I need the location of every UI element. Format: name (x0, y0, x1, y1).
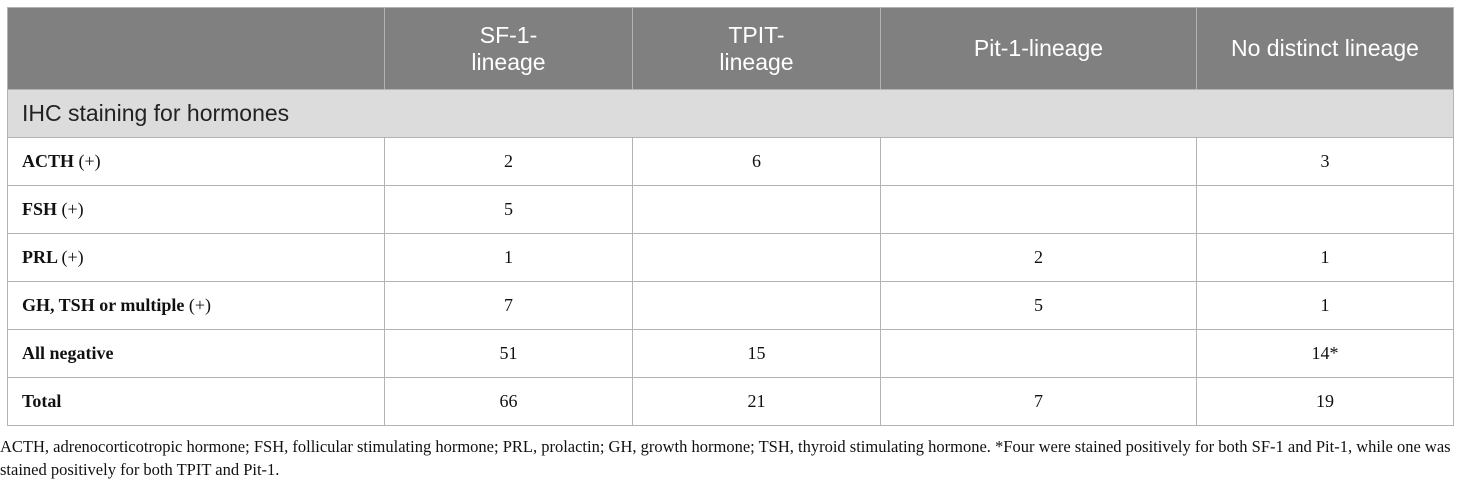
table-row: Total 66 21 7 19 (7, 377, 1454, 426)
table-cell (1196, 185, 1454, 234)
table-cell: 14* (1196, 329, 1454, 378)
header-empty (7, 7, 385, 90)
table-cell: 19 (1196, 377, 1454, 426)
lineage-hormone-table: SF-1- lineage TPIT-lineage Pit-1-lineage … (7, 7, 1454, 426)
table-row: All negative 51 15 14* (7, 329, 1454, 378)
header-no-distinct-lineage: No distinct lineage (1196, 7, 1454, 90)
header-pit1-lineage: Pit-1-lineage (880, 7, 1197, 90)
row-label-text: All negative (22, 343, 114, 363)
table-cell (880, 137, 1197, 186)
row-label: PRL (+) (7, 233, 385, 282)
table-cell (880, 185, 1197, 234)
section-title: IHC staining for hormones (7, 89, 1454, 138)
row-label: Total (7, 377, 385, 426)
table-cell: 15 (632, 329, 881, 378)
section-row: IHC staining for hormones (7, 89, 1454, 138)
table-cell: 7 (384, 281, 633, 330)
table-cell: 5 (384, 185, 633, 234)
table-cell: 7 (880, 377, 1197, 426)
row-label-suffix: (+) (61, 247, 84, 267)
table-cell (880, 329, 1197, 378)
row-label: GH, TSH or multiple (+) (7, 281, 385, 330)
row-label-suffix: (+) (188, 295, 212, 315)
row-label: All negative (7, 329, 385, 378)
row-label: FSH (+) (7, 185, 385, 234)
row-label-text: Total (22, 391, 62, 411)
row-label-suffix: (+) (61, 199, 84, 219)
table-cell: 2 (880, 233, 1197, 282)
table-cell: 21 (632, 377, 881, 426)
table-cell: 2 (384, 137, 633, 186)
row-label-text: ACTH (22, 151, 75, 171)
table-footnote: ACTH, adrenocorticotropic hormone; FSH, … (0, 437, 1451, 479)
table-cell (632, 281, 881, 330)
row-label: ACTH (+) (7, 137, 385, 186)
row-label-text: GH, TSH or multiple (22, 295, 185, 315)
table-row: FSH (+) 5 (7, 185, 1454, 234)
table-cell: 1 (1196, 281, 1454, 330)
header-row: SF-1- lineage TPIT-lineage Pit-1-lineage … (7, 7, 1454, 90)
row-label-text: FSH (22, 199, 58, 219)
table-row: GH, TSH or multiple (+) 7 5 1 (7, 281, 1454, 330)
header-sf1-lineage: SF-1- lineage (384, 7, 633, 90)
table-cell: 1 (1196, 233, 1454, 282)
table-cell: 66 (384, 377, 633, 426)
table-cell: 51 (384, 329, 633, 378)
table-cell: 5 (880, 281, 1197, 330)
row-label-text: PRL (22, 247, 58, 267)
table-cell (632, 185, 881, 234)
header-tpit-lineage: TPIT-lineage (632, 7, 881, 90)
row-label-suffix: (+) (78, 151, 101, 171)
table-cell: 3 (1196, 137, 1454, 186)
table-cell: 1 (384, 233, 633, 282)
table-row: PRL (+) 1 2 1 (7, 233, 1454, 282)
table-cell (632, 233, 881, 282)
table-row: ACTH (+) 2 6 3 (7, 137, 1454, 186)
table-container: SF-1- lineage TPIT-lineage Pit-1-lineage … (0, 7, 1454, 481)
table-cell: 6 (632, 137, 881, 186)
